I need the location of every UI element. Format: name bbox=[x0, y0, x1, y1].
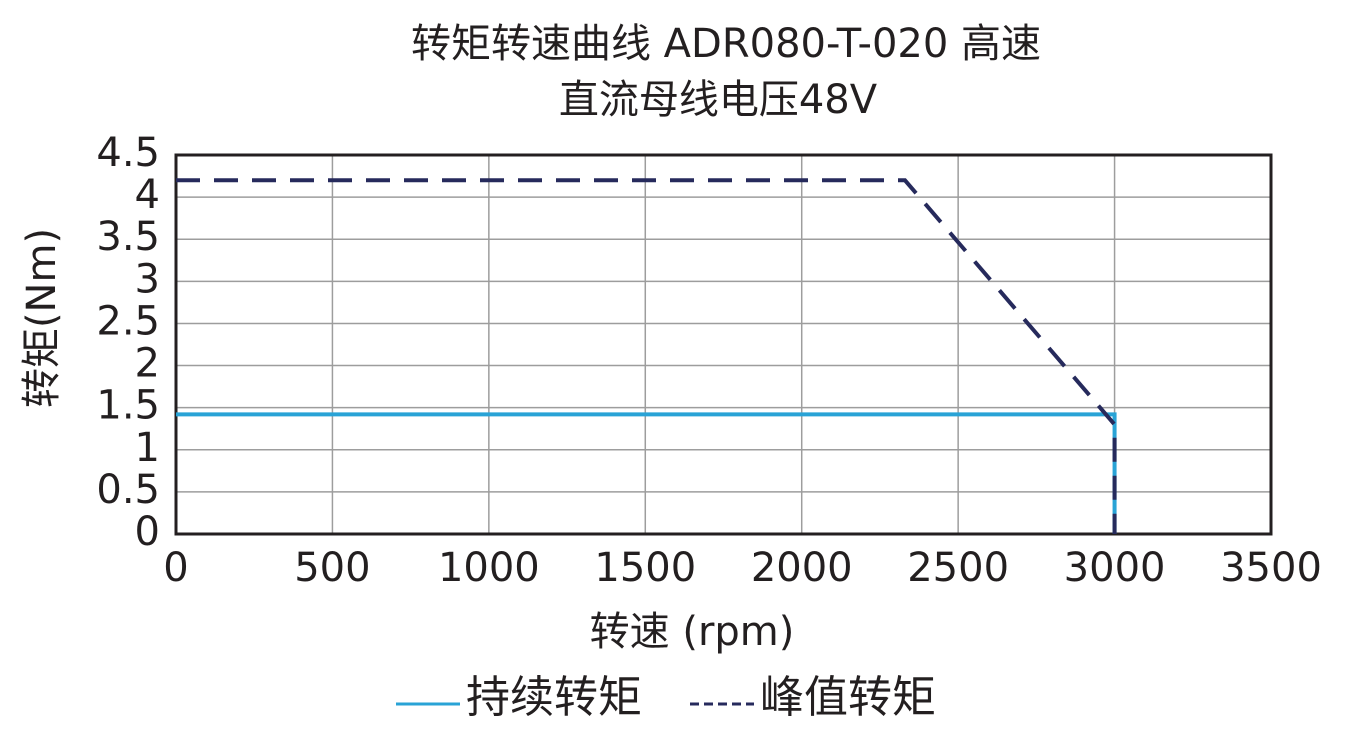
y-tick-label: 2.5 bbox=[96, 298, 160, 344]
y-tick-label: 0.5 bbox=[96, 467, 160, 513]
x-tick-label: 3000 bbox=[1064, 545, 1166, 591]
legend-label: 持续转矩 bbox=[466, 672, 642, 723]
x-tick-label: 1000 bbox=[438, 545, 540, 591]
x-axis-label: 转速 (rpm) bbox=[590, 609, 795, 655]
x-tick-label: 3500 bbox=[1220, 545, 1322, 591]
y-axis-label: 转矩(Nm) bbox=[19, 228, 65, 408]
data-line bbox=[176, 178, 1117, 534]
y-tick-label: 4.5 bbox=[96, 130, 160, 176]
y-tick-label: 1.5 bbox=[96, 383, 160, 429]
legend-label: 峰值转矩 bbox=[760, 672, 936, 723]
y-tick-label: 3.5 bbox=[96, 214, 160, 260]
y-tick-label: 0 bbox=[135, 509, 160, 555]
y-tick-label: 3 bbox=[135, 256, 160, 302]
y-tick-label: 4 bbox=[135, 172, 160, 218]
x-tick-label: 1500 bbox=[594, 545, 696, 591]
plot-frame bbox=[174, 153, 1273, 536]
y-tick-label: 2 bbox=[135, 341, 160, 387]
x-tick-label: 0 bbox=[163, 545, 188, 591]
chart-title: 直流母线电压48V bbox=[559, 77, 878, 123]
x-tick-label: 500 bbox=[294, 545, 370, 591]
y-tick-label: 1 bbox=[135, 425, 160, 471]
x-tick-label: 2000 bbox=[751, 545, 853, 591]
x-tick-label: 2500 bbox=[907, 545, 1009, 591]
chart-title: 转矩转速曲线 ADR080-T-020 高速 bbox=[411, 21, 1041, 67]
